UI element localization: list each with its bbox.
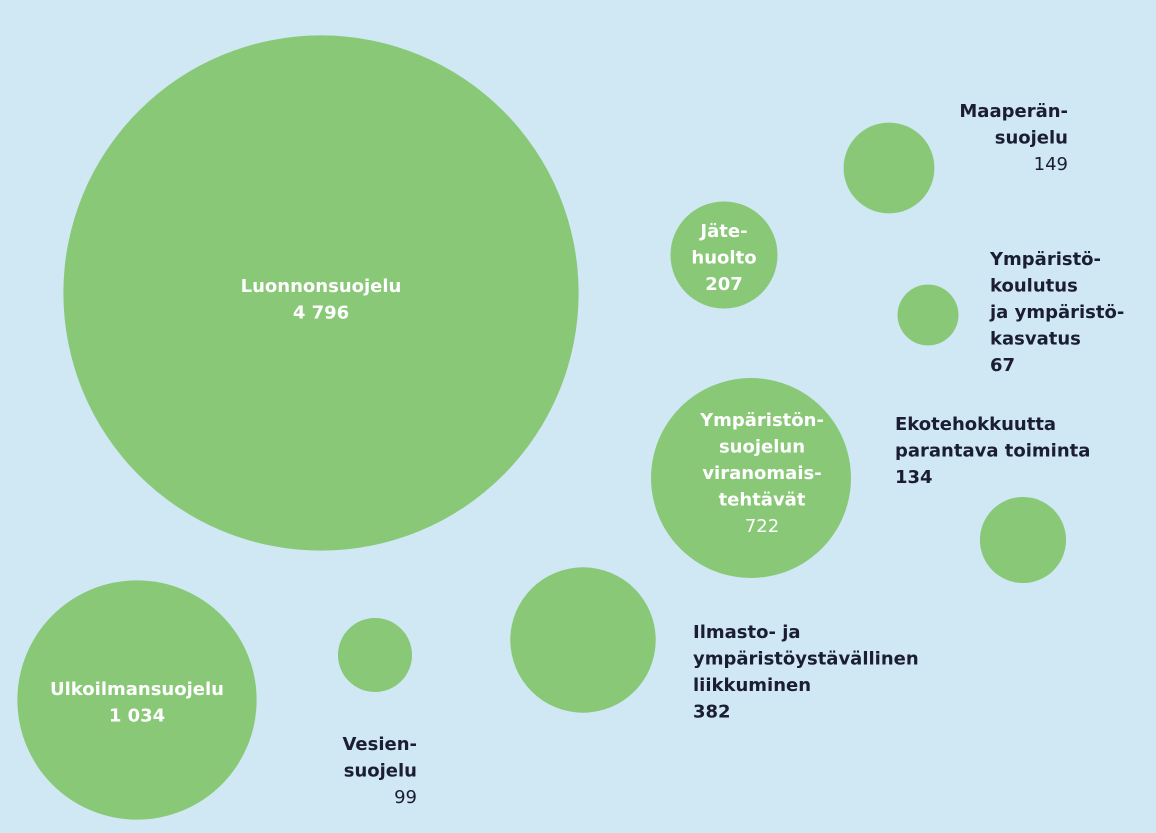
value-label: 67	[990, 355, 1015, 376]
bubble-label: Luonnonsuojelu	[241, 276, 402, 297]
bubble	[63, 35, 579, 551]
bubble-label: Ulkoilmansuojelu	[50, 679, 224, 700]
bubble	[897, 284, 959, 346]
bubble-label: Ympäristö-koulutus ja ympäristö-kasvatus	[989, 249, 1124, 350]
value-label: 207	[705, 274, 743, 295]
value-label: 99	[394, 787, 417, 808]
value-label: 722	[745, 516, 779, 537]
bubble	[510, 567, 656, 713]
bubble	[651, 378, 851, 578]
bubble	[337, 617, 413, 693]
value-label: 382	[693, 702, 731, 723]
bubble	[17, 580, 257, 820]
bubble-label: Ekotehokkuutta parantava toiminta	[895, 414, 1090, 462]
bubble-label: Vesien-suojelu	[342, 734, 417, 782]
value-label: 4 796	[293, 303, 349, 324]
value-label: 149	[1034, 154, 1068, 175]
value-label: 1 034	[109, 706, 165, 727]
bubble-label: Ympäristön-suojelun viranomais-tehtävät	[699, 410, 824, 511]
value-label: 134	[895, 467, 933, 488]
bubble	[843, 122, 935, 214]
bubble	[979, 496, 1067, 584]
bubble	[670, 201, 778, 309]
bubble-label: Jäte-huolto	[691, 221, 756, 269]
bubble-label: Ilmasto- ja ympäristöystävällinen liikkumi…	[693, 622, 919, 696]
bubble-label: Maaperän-suojelu	[959, 101, 1068, 149]
